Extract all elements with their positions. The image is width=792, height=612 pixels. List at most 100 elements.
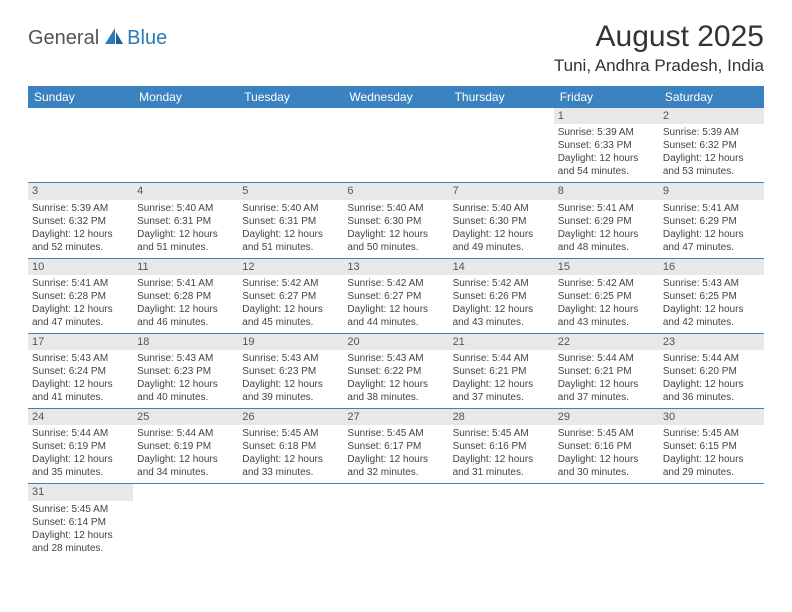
- day-number: 26: [238, 409, 343, 425]
- sunrise-line: Sunrise: 5:43 AM: [242, 352, 339, 365]
- day-number: 2: [659, 108, 764, 124]
- sunset-line: Sunset: 6:24 PM: [32, 365, 129, 378]
- day-number: 27: [343, 409, 448, 425]
- calendar-cell: 11Sunrise: 5:41 AMSunset: 6:28 PMDayligh…: [133, 258, 238, 333]
- sunset-line: Sunset: 6:32 PM: [663, 139, 760, 152]
- calendar-cell: 20Sunrise: 5:43 AMSunset: 6:22 PMDayligh…: [343, 333, 448, 408]
- daylight-line: Daylight: 12 hours and 50 minutes.: [347, 228, 444, 254]
- sunrise-line: Sunrise: 5:41 AM: [32, 277, 129, 290]
- daylight-line: Daylight: 12 hours and 39 minutes.: [242, 378, 339, 404]
- day-number: 31: [28, 484, 133, 500]
- calendar-cell: 24Sunrise: 5:44 AMSunset: 6:19 PMDayligh…: [28, 409, 133, 484]
- calendar-cell: 15Sunrise: 5:42 AMSunset: 6:25 PMDayligh…: [554, 258, 659, 333]
- sunrise-line: Sunrise: 5:39 AM: [663, 126, 760, 139]
- day-number: 23: [659, 334, 764, 350]
- day-number: 9: [659, 183, 764, 199]
- day-number: 16: [659, 259, 764, 275]
- sunset-line: Sunset: 6:21 PM: [558, 365, 655, 378]
- day-number: 22: [554, 334, 659, 350]
- logo-text-general: General: [28, 27, 99, 50]
- weekday-header: Sunday: [28, 86, 133, 108]
- sunrise-line: Sunrise: 5:44 AM: [453, 352, 550, 365]
- sunset-line: Sunset: 6:31 PM: [137, 215, 234, 228]
- day-number: 24: [28, 409, 133, 425]
- calendar-cell-empty: [449, 108, 554, 183]
- day-number: 18: [133, 334, 238, 350]
- sunrise-line: Sunrise: 5:45 AM: [558, 427, 655, 440]
- sunrise-line: Sunrise: 5:44 AM: [558, 352, 655, 365]
- sunset-line: Sunset: 6:25 PM: [663, 290, 760, 303]
- calendar-cell: 28Sunrise: 5:45 AMSunset: 6:16 PMDayligh…: [449, 409, 554, 484]
- sunrise-line: Sunrise: 5:42 AM: [242, 277, 339, 290]
- daylight-line: Daylight: 12 hours and 51 minutes.: [137, 228, 234, 254]
- day-number: 19: [238, 334, 343, 350]
- daylight-line: Daylight: 12 hours and 53 minutes.: [663, 152, 760, 178]
- sunset-line: Sunset: 6:23 PM: [242, 365, 339, 378]
- daylight-line: Daylight: 12 hours and 30 minutes.: [558, 453, 655, 479]
- daylight-line: Daylight: 12 hours and 28 minutes.: [32, 529, 129, 555]
- sunrise-line: Sunrise: 5:40 AM: [242, 202, 339, 215]
- sunset-line: Sunset: 6:31 PM: [242, 215, 339, 228]
- sunrise-line: Sunrise: 5:45 AM: [347, 427, 444, 440]
- daylight-line: Daylight: 12 hours and 47 minutes.: [663, 228, 760, 254]
- sunset-line: Sunset: 6:14 PM: [32, 516, 129, 529]
- calendar-cell: 7Sunrise: 5:40 AMSunset: 6:30 PMDaylight…: [449, 183, 554, 258]
- logo-text-blue: Blue: [127, 27, 167, 50]
- daylight-line: Daylight: 12 hours and 37 minutes.: [453, 378, 550, 404]
- day-number: 3: [28, 183, 133, 199]
- sunrise-line: Sunrise: 5:42 AM: [453, 277, 550, 290]
- sunset-line: Sunset: 6:19 PM: [137, 440, 234, 453]
- location: Tuni, Andhra Pradesh, India: [554, 56, 764, 76]
- calendar-cell: 3Sunrise: 5:39 AMSunset: 6:32 PMDaylight…: [28, 183, 133, 258]
- sunset-line: Sunset: 6:27 PM: [347, 290, 444, 303]
- weekday-header: Friday: [554, 86, 659, 108]
- calendar-row: 3Sunrise: 5:39 AMSunset: 6:32 PMDaylight…: [28, 183, 764, 258]
- sunrise-line: Sunrise: 5:42 AM: [347, 277, 444, 290]
- daylight-line: Daylight: 12 hours and 49 minutes.: [453, 228, 550, 254]
- weekday-header: Tuesday: [238, 86, 343, 108]
- day-number: 5: [238, 183, 343, 199]
- sunrise-line: Sunrise: 5:43 AM: [137, 352, 234, 365]
- daylight-line: Daylight: 12 hours and 45 minutes.: [242, 303, 339, 329]
- sunrise-line: Sunrise: 5:44 AM: [32, 427, 129, 440]
- calendar-cell: 1Sunrise: 5:39 AMSunset: 6:33 PMDaylight…: [554, 108, 659, 183]
- calendar-row: 10Sunrise: 5:41 AMSunset: 6:28 PMDayligh…: [28, 258, 764, 333]
- sunset-line: Sunset: 6:19 PM: [32, 440, 129, 453]
- calendar-cell-empty: [238, 484, 343, 559]
- calendar-cell-empty: [28, 108, 133, 183]
- sunset-line: Sunset: 6:16 PM: [558, 440, 655, 453]
- day-number: 8: [554, 183, 659, 199]
- calendar-cell: 16Sunrise: 5:43 AMSunset: 6:25 PMDayligh…: [659, 258, 764, 333]
- month-title: August 2025: [554, 20, 764, 54]
- sunset-line: Sunset: 6:29 PM: [663, 215, 760, 228]
- sunrise-line: Sunrise: 5:40 AM: [137, 202, 234, 215]
- daylight-line: Daylight: 12 hours and 32 minutes.: [347, 453, 444, 479]
- calendar-cell: 4Sunrise: 5:40 AMSunset: 6:31 PMDaylight…: [133, 183, 238, 258]
- daylight-line: Daylight: 12 hours and 33 minutes.: [242, 453, 339, 479]
- day-number: 13: [343, 259, 448, 275]
- sunset-line: Sunset: 6:33 PM: [558, 139, 655, 152]
- sunset-line: Sunset: 6:30 PM: [453, 215, 550, 228]
- calendar-cell: 22Sunrise: 5:44 AMSunset: 6:21 PMDayligh…: [554, 333, 659, 408]
- sunset-line: Sunset: 6:26 PM: [453, 290, 550, 303]
- daylight-line: Daylight: 12 hours and 44 minutes.: [347, 303, 444, 329]
- daylight-line: Daylight: 12 hours and 41 minutes.: [32, 378, 129, 404]
- sunrise-line: Sunrise: 5:39 AM: [558, 126, 655, 139]
- calendar-cell: 8Sunrise: 5:41 AMSunset: 6:29 PMDaylight…: [554, 183, 659, 258]
- calendar-cell: 6Sunrise: 5:40 AMSunset: 6:30 PMDaylight…: [343, 183, 448, 258]
- daylight-line: Daylight: 12 hours and 34 minutes.: [137, 453, 234, 479]
- sunset-line: Sunset: 6:29 PM: [558, 215, 655, 228]
- calendar-table: SundayMondayTuesdayWednesdayThursdayFrid…: [28, 86, 764, 559]
- weekday-header: Thursday: [449, 86, 554, 108]
- daylight-line: Daylight: 12 hours and 31 minutes.: [453, 453, 550, 479]
- calendar-cell: 27Sunrise: 5:45 AMSunset: 6:17 PMDayligh…: [343, 409, 448, 484]
- sunrise-line: Sunrise: 5:45 AM: [242, 427, 339, 440]
- sunrise-line: Sunrise: 5:45 AM: [32, 503, 129, 516]
- sunrise-line: Sunrise: 5:43 AM: [663, 277, 760, 290]
- sunset-line: Sunset: 6:25 PM: [558, 290, 655, 303]
- sunset-line: Sunset: 6:28 PM: [32, 290, 129, 303]
- header: General Blue August 2025 Tuni, Andhra Pr…: [28, 20, 764, 76]
- calendar-cell-empty: [343, 484, 448, 559]
- daylight-line: Daylight: 12 hours and 51 minutes.: [242, 228, 339, 254]
- sunset-line: Sunset: 6:22 PM: [347, 365, 444, 378]
